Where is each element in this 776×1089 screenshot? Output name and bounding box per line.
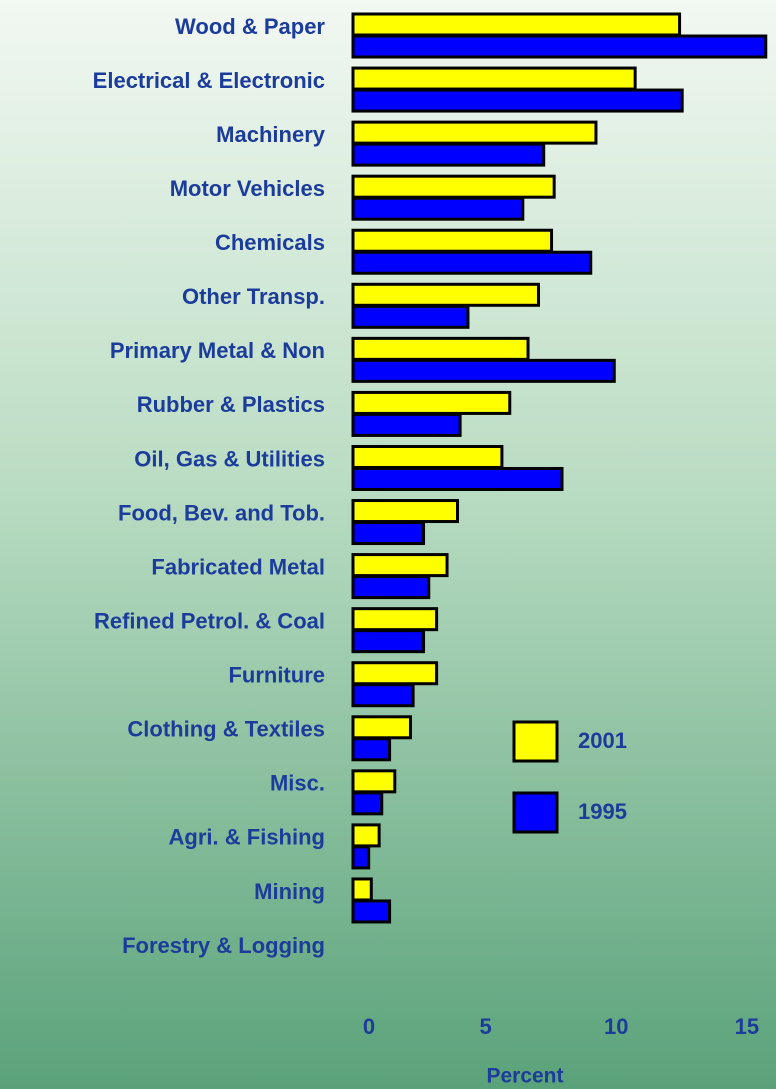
bar bbox=[351, 683, 415, 708]
bar bbox=[351, 845, 371, 870]
bar bbox=[351, 466, 564, 491]
bar bbox=[351, 553, 449, 578]
y-tick-label: Clothing & Textiles bbox=[127, 717, 325, 742]
bar bbox=[351, 607, 439, 632]
bar bbox=[351, 575, 431, 600]
x-tick-label: 5 bbox=[480, 1014, 492, 1039]
legend-label: 1995 bbox=[578, 799, 627, 824]
y-tick-label: Food, Bev. and Tob. bbox=[118, 500, 325, 525]
y-tick-label: Furniture bbox=[228, 663, 325, 688]
y-tick-label: Misc. bbox=[270, 771, 325, 796]
bar bbox=[351, 88, 684, 113]
bar bbox=[351, 66, 637, 91]
y-tick-label: Chemicals bbox=[215, 230, 325, 255]
bar bbox=[351, 174, 556, 199]
bar bbox=[351, 899, 392, 924]
bar bbox=[351, 444, 504, 469]
y-tick-label: Rubber & Plastics bbox=[137, 392, 325, 417]
bar bbox=[351, 769, 397, 794]
y-tick-label: Machinery bbox=[216, 122, 326, 147]
bar bbox=[351, 196, 525, 221]
legend-label: 2001 bbox=[578, 728, 627, 753]
y-tick-label: Oil, Gas & Utilities bbox=[134, 446, 325, 471]
bar bbox=[351, 336, 530, 361]
y-tick-label: Agri. & Fishing bbox=[169, 825, 325, 850]
x-tick-label: 15 bbox=[735, 1014, 759, 1039]
y-tick-label: Refined Petrol. & Coal bbox=[94, 608, 325, 633]
x-tick-label: 0 bbox=[363, 1014, 375, 1039]
bar bbox=[351, 737, 392, 762]
bar bbox=[351, 791, 384, 816]
bar bbox=[351, 877, 373, 902]
y-tick-label: Fabricated Metal bbox=[151, 554, 325, 579]
bar bbox=[351, 120, 598, 145]
bar bbox=[351, 34, 768, 59]
bar bbox=[351, 823, 381, 848]
bar bbox=[351, 358, 616, 383]
bar bbox=[351, 715, 412, 740]
bar bbox=[351, 499, 459, 524]
x-tick-label: 10 bbox=[604, 1014, 628, 1039]
bar bbox=[351, 228, 554, 253]
y-tick-label: Primary Metal & Non bbox=[110, 338, 325, 363]
x-axis-label: Percent bbox=[486, 1065, 563, 1088]
bar bbox=[351, 142, 546, 167]
bar bbox=[351, 282, 540, 307]
legend-swatch bbox=[512, 791, 559, 834]
y-tick-label: Other Transp. bbox=[182, 284, 325, 309]
bar bbox=[351, 521, 426, 546]
bar bbox=[351, 661, 439, 686]
bar bbox=[351, 390, 512, 415]
bar bbox=[351, 304, 470, 329]
bar bbox=[351, 412, 462, 437]
legend-swatch bbox=[512, 720, 559, 763]
bar bbox=[351, 629, 426, 654]
y-tick-label: Motor Vehicles bbox=[170, 176, 325, 201]
y-tick-label: Wood & Paper bbox=[175, 14, 325, 39]
bar bbox=[351, 250, 593, 275]
y-tick-label: Electrical & Electronic bbox=[93, 68, 325, 93]
bar bbox=[351, 12, 682, 37]
y-tick-label: Mining bbox=[254, 879, 325, 904]
y-tick-label: Forestry & Logging bbox=[122, 933, 325, 958]
